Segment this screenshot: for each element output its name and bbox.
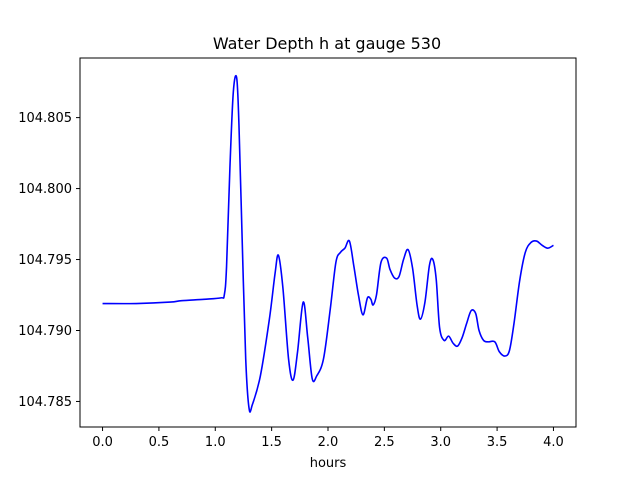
x-tick-label: 2.0	[318, 435, 339, 450]
x-axis-label: hours	[310, 456, 347, 471]
y-tick-label: 104.790	[18, 324, 72, 339]
x-axis: 0.0 0.5 1.0 1.5 2.0 2.5 3.0 3.5 4.0	[92, 427, 564, 450]
x-tick-label: 1.0	[205, 435, 226, 450]
y-tick-label: 104.785	[18, 395, 72, 410]
y-tick-label: 104.795	[18, 253, 72, 268]
x-tick-label: 3.0	[430, 435, 451, 450]
x-tick-label: 3.5	[487, 435, 508, 450]
series-line	[102, 74, 554, 413]
y-tick-label: 104.805	[18, 111, 72, 126]
x-tick-label: 4.0	[543, 435, 564, 450]
x-tick-label: 2.5	[374, 435, 395, 450]
plot-area-frame	[79, 57, 577, 428]
y-tick-label: 104.800	[18, 182, 72, 197]
y-axis: 104.785 104.790 104.795 104.800 104.805	[18, 111, 80, 410]
x-tick-label: 0.5	[149, 435, 170, 450]
x-tick-label: 0.0	[92, 435, 113, 450]
x-tick-label: 1.5	[261, 435, 282, 450]
chart-title: Water Depth h at gauge 530	[213, 34, 441, 53]
